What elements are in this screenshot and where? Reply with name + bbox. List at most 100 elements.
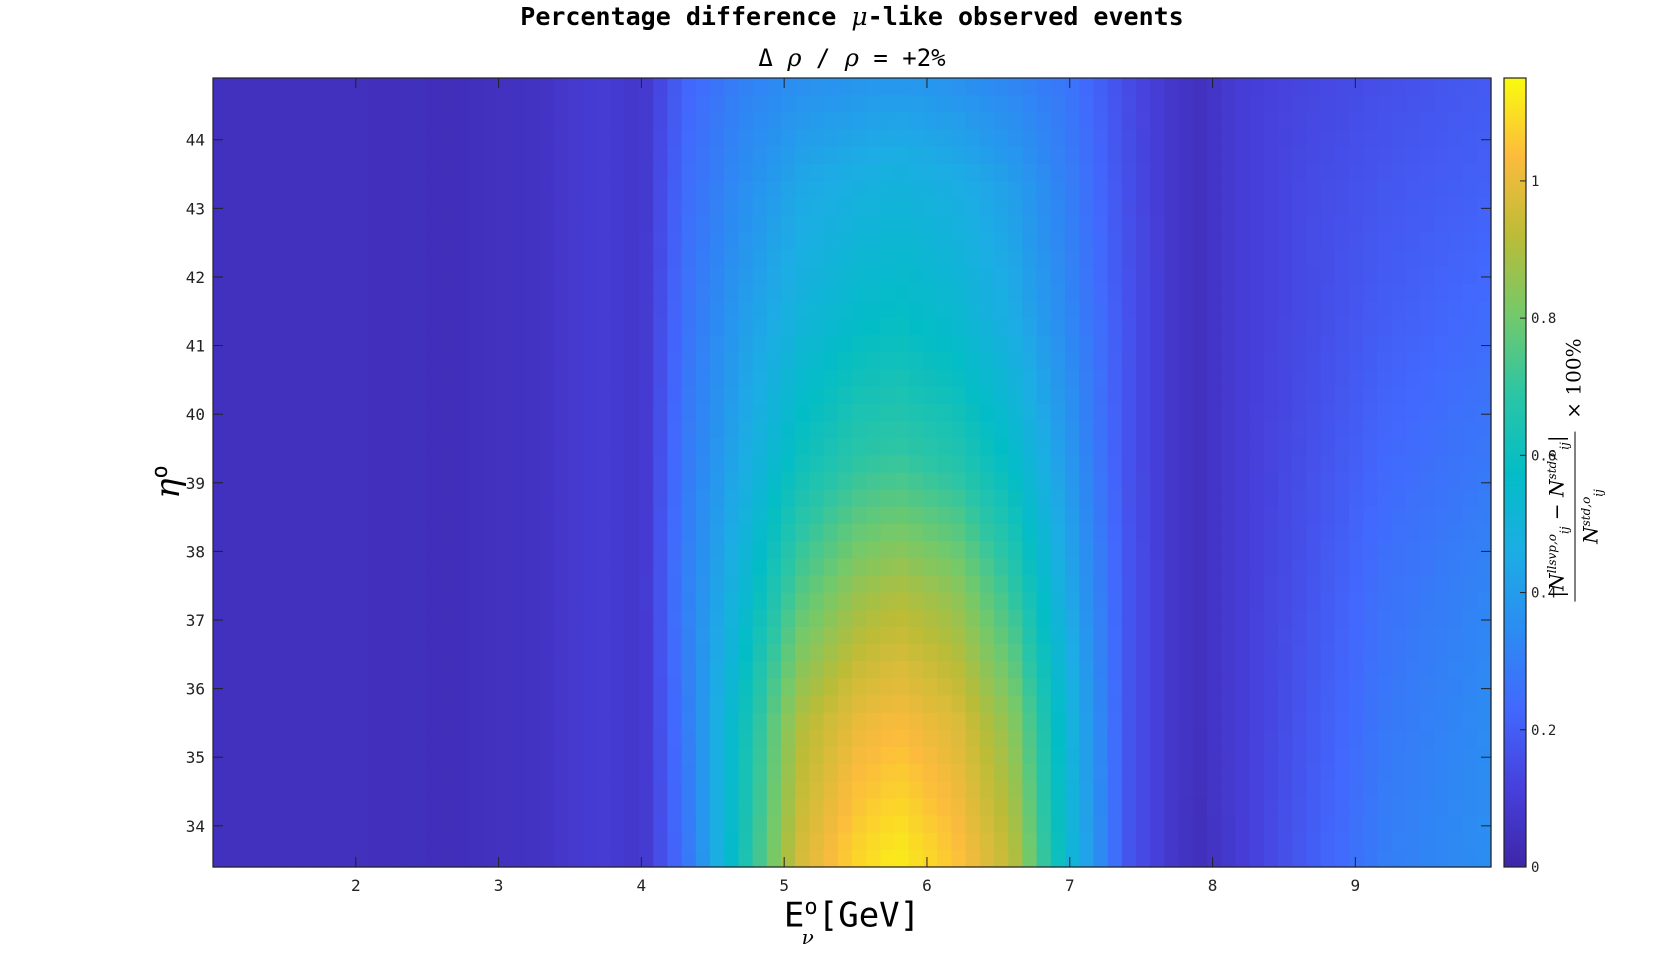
heatmap-cell: [383, 180, 399, 199]
heatmap-cell: [738, 198, 754, 216]
heatmap-cell: [979, 489, 995, 508]
heatmap-cell: [241, 523, 257, 542]
heatmap-cell: [1448, 558, 1464, 577]
heatmap-cell: [738, 335, 754, 354]
heatmap-cell: [852, 661, 867, 679]
heatmap-cell: [1036, 558, 1052, 577]
heatmap-cell: [1050, 523, 1066, 542]
x-tick-label: 7: [1065, 876, 1075, 895]
heatmap-cell: [1136, 832, 1151, 851]
heatmap-cell: [1377, 798, 1393, 817]
heatmap-cell: [1065, 232, 1080, 251]
heatmap-cell: [525, 232, 541, 251]
heatmap-cell: [1221, 541, 1236, 559]
heatmap-cell: [227, 112, 242, 131]
heatmap-cell: [766, 609, 782, 628]
heatmap-cell: [1448, 472, 1464, 491]
heatmap-cell: [781, 832, 796, 851]
heatmap-cell: [1207, 266, 1222, 285]
heatmap-cell: [383, 609, 399, 628]
heatmap-cell: [724, 369, 739, 388]
heatmap-cell: [1079, 232, 1094, 251]
heatmap-cell: [1292, 215, 1307, 233]
heatmap-cell: [284, 198, 299, 216]
heatmap-cell: [525, 729, 541, 748]
heatmap-cell: [440, 283, 455, 302]
heatmap-cell: [525, 592, 541, 611]
heatmap-cell: [781, 438, 796, 456]
heatmap-cell: [994, 352, 1009, 371]
heatmap-cell: [1263, 558, 1279, 577]
heatmap-cell: [994, 506, 1009, 525]
heatmap-cell: [1349, 249, 1364, 268]
heatmap-cell: [695, 849, 711, 868]
heatmap-cell: [1292, 112, 1307, 131]
heatmap-cell: [269, 438, 285, 456]
heatmap-cell: [766, 146, 782, 165]
heatmap-cell: [454, 180, 470, 199]
heatmap-cell: [951, 95, 967, 113]
heatmap-cell: [1320, 335, 1336, 354]
heatmap-cell: [710, 266, 725, 285]
heatmap-cell: [213, 146, 228, 165]
heatmap-cell: [1178, 369, 1194, 388]
heatmap-cell: [397, 798, 413, 817]
heatmap-cell: [1278, 95, 1293, 113]
heatmap-cell: [1263, 129, 1279, 148]
heatmap-cell: [979, 609, 995, 628]
heatmap-cell: [1405, 849, 1421, 868]
heatmap-cell: [1065, 575, 1080, 594]
heatmap-cell: [1107, 815, 1123, 834]
heatmap-cell: [653, 832, 668, 851]
heatmap-cell: [383, 300, 399, 319]
heatmap-cell: [866, 712, 881, 731]
heatmap-cell: [1249, 300, 1265, 319]
heatmap-cell: [1405, 489, 1421, 508]
heatmap-cell: [525, 335, 541, 354]
heatmap-cell: [355, 661, 370, 679]
heatmap-cell: [596, 815, 612, 834]
heatmap-cell: [1164, 472, 1180, 491]
heatmap-cell: [710, 489, 725, 508]
heatmap-cell: [255, 146, 271, 165]
heatmap-cell: [809, 300, 825, 319]
heatmap-cell: [681, 729, 697, 748]
heatmap-cell: [1420, 626, 1435, 645]
heatmap-cell: [923, 695, 938, 714]
heatmap-cell: [852, 695, 867, 714]
heatmap-cell: [426, 335, 441, 354]
heatmap-cell: [979, 695, 995, 714]
heatmap-cell: [213, 352, 228, 371]
heatmap-cell: [1363, 609, 1378, 628]
heatmap-cell: [994, 386, 1009, 405]
heatmap-cell: [497, 335, 512, 354]
heatmap-cell: [738, 661, 754, 679]
heatmap-cell: [724, 232, 739, 251]
heatmap-cell: [624, 609, 640, 628]
heatmap-cell: [923, 781, 938, 799]
heatmap-cell: [823, 352, 839, 371]
heatmap-cell: [553, 249, 569, 268]
heatmap-cell: [1462, 438, 1478, 456]
heatmap-cell: [1420, 644, 1435, 662]
heatmap-cell: [340, 661, 356, 679]
heatmap-cell: [852, 523, 867, 542]
heatmap-cell: [823, 95, 839, 113]
heatmap-cell: [1008, 232, 1023, 251]
heatmap-cell: [937, 523, 952, 542]
heatmap-cell: [298, 541, 313, 559]
heatmap-cell: [923, 215, 938, 233]
heatmap-cell: [894, 798, 910, 817]
heatmap-cell: [724, 506, 739, 525]
heatmap-cell: [1292, 266, 1307, 285]
heatmap-cell: [568, 335, 583, 354]
heatmap-cell: [979, 352, 995, 371]
heatmap-cell: [710, 609, 725, 628]
heatmap-cell: [923, 575, 938, 594]
heatmap-cell: [1136, 746, 1151, 765]
heatmap-cell: [539, 661, 555, 679]
heatmap-cell: [582, 489, 597, 508]
heatmap-cell: [326, 695, 342, 714]
x-tick-label: 8: [1208, 876, 1218, 895]
heatmap-cell: [894, 78, 910, 96]
